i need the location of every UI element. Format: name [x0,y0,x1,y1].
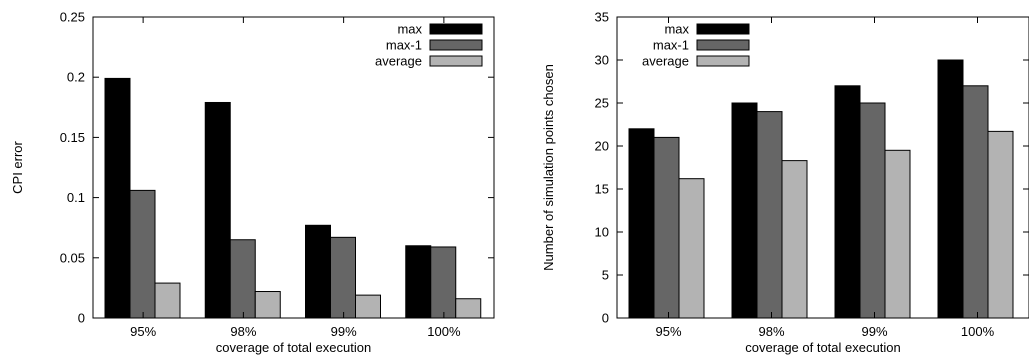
bar-max-1-99% [859,102,886,319]
legend-swatch [696,39,750,51]
bar-max-100% [937,59,964,319]
y-tick-label: 10 [595,225,609,240]
y-tick-label: 5 [602,268,609,283]
y-tick-label: 0.2 [67,70,85,85]
legend-swatch [696,55,750,67]
x-tick-label: 99% [861,324,887,339]
y-tick-label: 0 [602,311,609,326]
bar-average-98% [781,160,808,319]
bar-average-95% [678,178,705,319]
legend-swatch [429,23,483,35]
legend-swatch [696,23,750,35]
bar-average-100% [987,130,1014,319]
y-tick-label: 0.1 [67,190,85,205]
bar-max-1-98% [756,111,783,319]
bar-max-1-100% [430,246,457,319]
x-tick-label: 99% [331,324,357,339]
legend-swatch [429,39,483,51]
legend-label: average [642,54,689,69]
bar-max-99% [834,85,861,319]
x-tick-label: 98% [758,324,784,339]
x-axis-label: coverage of total execution [745,340,900,355]
y-axis-label: CPI error [10,140,25,193]
y-tick-label: 25 [595,96,609,111]
y-tick-label: 20 [595,139,609,154]
y-tick-label: 30 [595,53,609,68]
y-tick-label: 35 [595,10,609,25]
legend-label: max-1 [653,38,689,53]
legend-swatch [429,55,483,67]
x-tick-label: 98% [230,324,256,339]
bar-max-1-100% [962,85,989,319]
y-tick-label: 0.05 [60,250,85,265]
legend-label: max [664,22,689,37]
bar-max-98% [204,101,231,319]
y-tick-label: 15 [595,182,609,197]
bar-max-98% [731,102,758,319]
legend-label: average [375,54,422,69]
bar-average-98% [254,291,281,319]
legend-label: max-1 [386,38,422,53]
bar-max-1-98% [229,239,256,319]
bar-average-99% [884,149,911,319]
y-tick-label: 0 [78,311,85,326]
plot-frame [92,16,495,319]
bar-max-95% [628,128,655,319]
bar-max-1-95% [653,136,680,319]
bar-max-95% [104,77,131,319]
x-tick-label: 95% [130,324,156,339]
plot-frame [616,16,1029,319]
x-tick-label: 95% [655,324,681,339]
x-tick-label: 100% [427,324,461,339]
y-tick-label: 0.15 [60,130,85,145]
legend-label: max [397,22,422,37]
x-tick-label: 100% [961,324,995,339]
y-tick-label: 0.25 [60,10,85,25]
x-axis-label: coverage of total execution [216,340,371,355]
y-axis-label: Number of simulation points chosen [541,64,556,271]
